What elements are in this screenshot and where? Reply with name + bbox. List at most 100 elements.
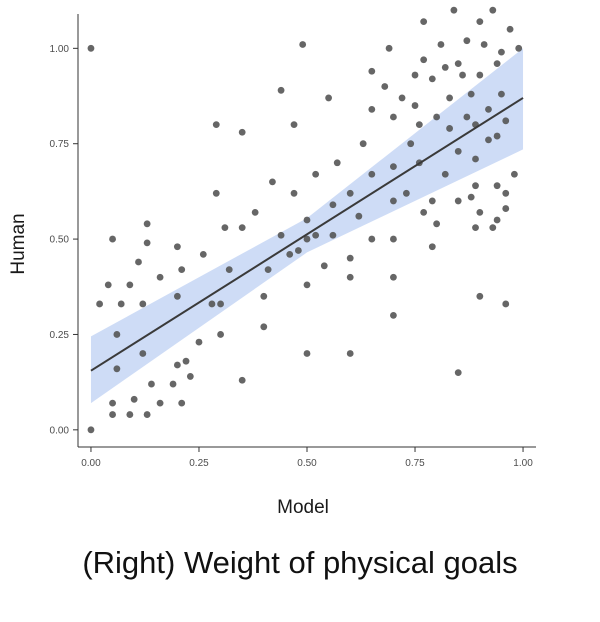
data-point: [173, 243, 181, 251]
data-point: [368, 105, 376, 113]
data-point: [156, 399, 164, 407]
data-point: [208, 300, 216, 308]
data-point: [260, 292, 268, 300]
data-point: [454, 197, 462, 205]
data-point: [238, 224, 246, 232]
data-point: [506, 25, 514, 33]
data-point: [420, 208, 428, 216]
data-point: [420, 18, 428, 26]
data-point: [476, 292, 484, 300]
data-point: [454, 369, 462, 377]
data-point: [312, 231, 320, 239]
data-point: [104, 281, 112, 289]
x-tick-label: 0.25: [189, 458, 209, 469]
data-point: [476, 71, 484, 79]
data-point: [515, 44, 523, 52]
data-point: [178, 399, 186, 407]
data-point: [446, 94, 453, 102]
data-point: [217, 331, 224, 338]
data-point: [173, 292, 181, 300]
y-tick-label: 0.25: [50, 330, 70, 341]
data-point: [390, 311, 397, 319]
data-points: [87, 6, 523, 434]
data-point: [428, 197, 436, 205]
data-point: [169, 380, 177, 388]
data-point: [126, 411, 134, 418]
x-axis-title: Model: [277, 497, 329, 518]
data-point: [446, 125, 453, 132]
data-point: [346, 189, 354, 197]
data-point: [463, 113, 471, 121]
data-point: [450, 6, 458, 14]
data-point: [109, 399, 116, 407]
data-point: [502, 117, 510, 125]
data-point: [96, 300, 104, 308]
data-point: [390, 235, 397, 243]
data-point: [143, 239, 151, 247]
data-point: [238, 376, 246, 384]
data-point: [303, 281, 311, 289]
data-point: [480, 41, 488, 48]
data-point: [459, 71, 466, 79]
confidence-band: [90, 48, 524, 404]
data-point: [502, 300, 510, 308]
data-point: [402, 189, 410, 197]
data-point: [428, 75, 436, 83]
data-point: [221, 224, 229, 232]
data-point: [87, 426, 95, 434]
x-tick-label: 0.00: [81, 458, 101, 469]
data-point: [156, 273, 164, 281]
data-point: [390, 197, 397, 205]
data-point: [238, 128, 246, 136]
data-point: [454, 60, 462, 67]
regression-line: [90, 97, 524, 372]
data-point: [407, 140, 415, 148]
data-point: [312, 170, 320, 178]
data-point: [126, 281, 134, 289]
data-point: [415, 121, 423, 129]
data-point: [368, 67, 376, 75]
data-point: [390, 113, 397, 121]
data-point: [472, 182, 479, 190]
data-point: [135, 258, 142, 266]
figure-caption: (Right) Weight of physical goals: [82, 545, 518, 580]
data-point: [411, 102, 419, 109]
data-point: [143, 411, 151, 418]
y-tick-label: 1.00: [50, 44, 70, 55]
data-point: [368, 170, 376, 178]
data-point: [472, 155, 479, 163]
data-point: [117, 300, 125, 308]
data-point: [476, 18, 484, 26]
data-point: [437, 41, 445, 48]
data-point: [329, 231, 337, 239]
data-point: [299, 41, 307, 48]
data-point: [251, 208, 259, 216]
data-point: [390, 273, 397, 281]
y-axis-title: Human: [8, 213, 29, 274]
data-point: [398, 94, 406, 102]
data-point: [441, 64, 449, 71]
data-point: [195, 338, 203, 346]
data-point: [143, 220, 151, 228]
data-point: [368, 235, 376, 243]
data-point: [225, 266, 233, 274]
data-point: [130, 395, 138, 403]
data-point: [498, 48, 505, 56]
data-point: [294, 247, 302, 254]
data-point: [109, 411, 116, 418]
data-point: [178, 266, 186, 274]
data-point: [346, 254, 354, 262]
data-point: [290, 189, 298, 197]
data-point: [381, 83, 389, 90]
data-point: [286, 250, 294, 258]
data-point: [428, 243, 436, 251]
data-point: [333, 159, 341, 167]
data-point: [277, 86, 285, 94]
plot-area: [87, 6, 524, 434]
data-point: [502, 189, 510, 197]
data-point: [346, 273, 354, 281]
data-point: [269, 178, 276, 186]
data-point: [182, 357, 190, 365]
data-point: [217, 300, 224, 308]
